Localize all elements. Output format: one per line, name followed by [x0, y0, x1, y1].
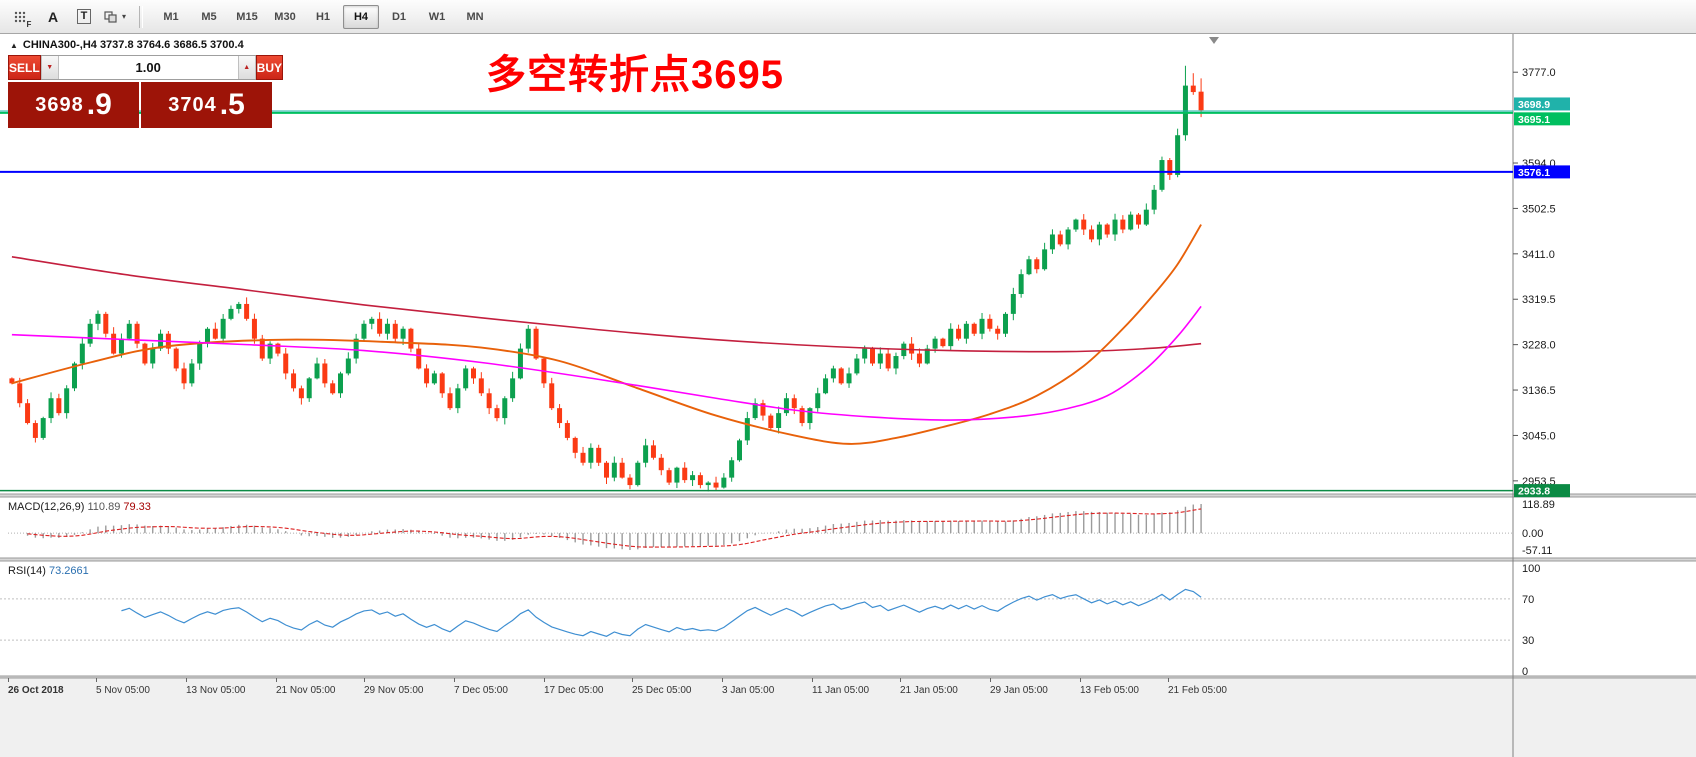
ma-line-slow-crimson — [11, 256, 1202, 353]
volume-decrease-button[interactable]: ▼ — [40, 56, 59, 79]
svg-text:0: 0 — [1522, 666, 1528, 678]
dots-grid-icon — [14, 11, 25, 22]
sell-price-main: 3698 — [35, 93, 84, 116]
ma-line-slow-magenta — [11, 305, 1202, 421]
macd-histogram — [26, 504, 1202, 550]
svg-text:25 Dec 05:00: 25 Dec 05:00 — [632, 685, 692, 696]
sell-button[interactable]: SELL — [8, 55, 41, 80]
sell-price-display[interactable]: 3698.9 — [8, 82, 139, 128]
rsi-indicator-label: RSI(14) 73.2661 — [8, 565, 89, 577]
macd-name: MACD(12,26,9) — [8, 501, 85, 513]
buy-button[interactable]: BUY — [255, 55, 284, 80]
timeframe-button-m15[interactable]: M15 — [236, 10, 258, 23]
svg-text:3 Jan 05:00: 3 Jan 05:00 — [722, 685, 775, 696]
macd-indicator-label: MACD(12,26,9) 110.89 79.33 — [8, 501, 151, 513]
time-axis[interactable]: 26 Oct 2018 5 Nov 05:00 13 Nov 05:00 21 Nov… — [8, 678, 1227, 696]
candles-layer — [9, 65, 1204, 492]
text-label-tool-button[interactable]: A — [39, 4, 67, 30]
chart-annotation[interactable]: 多空转折点3695 — [486, 53, 784, 97]
svg-text:7 Dec 05:00: 7 Dec 05:00 — [454, 685, 508, 696]
svg-text:26 Oct 2018: 26 Oct 2018 — [8, 685, 64, 696]
one-click-trading-panel: SELL ▼ ▲ BUY 3698.9 3704.5 — [8, 55, 284, 128]
symbol-header: ▲ CHINA300-,H4 3737.8 3764.6 3686.5 3700… — [10, 39, 244, 51]
main-toolbar: F A T ▾ M1 M5 M15 M30 H1 H4 D1 W1 MN — [0, 0, 1696, 34]
toolbar-separator — [139, 5, 143, 28]
svg-text:2933.8: 2933.8 — [1518, 486, 1550, 498]
svg-text:-57.11: -57.11 — [1522, 545, 1552, 557]
rsi-name: RSI(14) — [8, 565, 46, 577]
svg-text:3698.9: 3698.9 — [1518, 99, 1550, 111]
svg-text:11 Jan 05:00: 11 Jan 05:00 — [812, 685, 870, 696]
svg-text:13 Nov 05:00: 13 Nov 05:00 — [186, 685, 246, 696]
buy-price-main: 3704 — [168, 93, 217, 116]
oct-collapse-icon[interactable]: ▲ — [10, 40, 18, 50]
sell-price-pips: .9 — [86, 88, 112, 121]
svg-text:3228.0: 3228.0 — [1522, 340, 1556, 352]
svg-text:13 Feb 05:00: 13 Feb 05:00 — [1080, 685, 1139, 696]
timeframe-toolbar: M1 M5 M15 M30 H1 H4 D1 W1 MN — [153, 4, 493, 29]
timeframe-button-mn[interactable]: MN — [466, 10, 484, 23]
timeframe-button-h1[interactable]: H1 — [315, 10, 331, 23]
svg-text:21 Feb 05:00: 21 Feb 05:00 — [1168, 685, 1227, 696]
svg-text:3411.0: 3411.0 — [1522, 249, 1555, 261]
buy-price-display[interactable]: 3704.5 — [141, 82, 272, 128]
svg-text:5 Nov 05:00: 5 Nov 05:00 — [96, 685, 150, 696]
price-line-3576.1[interactable]: 3576.1 — [0, 165, 1570, 179]
caret-down-icon: ▾ — [121, 12, 126, 21]
macd-signal-line — [27, 508, 1202, 548]
svg-text:29 Nov 05:00: 29 Nov 05:00 — [364, 685, 424, 696]
timeframe-button-m1[interactable]: M1 — [163, 10, 179, 23]
timeframe-button-h4[interactable]: H4 — [343, 4, 379, 29]
text-t-icon: T — [76, 9, 92, 24]
macd-main-value: 110.89 — [87, 501, 121, 513]
svg-text:118.89: 118.89 — [1522, 499, 1555, 511]
svg-text:100: 100 — [1522, 563, 1540, 575]
svg-text:21 Jan 05:00: 21 Jan 05:00 — [900, 685, 958, 696]
pattern-grid-tool-label: F — [26, 19, 32, 29]
macd-signal-value: 79.33 — [123, 501, 151, 513]
svg-text:3777.0: 3777.0 — [1522, 67, 1556, 79]
svg-text:3502.5: 3502.5 — [1522, 203, 1556, 215]
rsi-value: 73.2661 — [48, 565, 89, 577]
timeframe-button-w1[interactable]: W1 — [428, 10, 446, 23]
rsi-line — [121, 588, 1202, 637]
svg-text:17 Dec 05:00: 17 Dec 05:00 — [544, 685, 604, 696]
price-line-2933.8[interactable]: 2933.8 — [0, 484, 1570, 498]
volume-input[interactable] — [58, 56, 238, 79]
svg-text:21 Nov 05:00: 21 Nov 05:00 — [276, 685, 336, 696]
volume-stepper: ▼ ▲ — [40, 55, 256, 80]
svg-text:0.00: 0.00 — [1522, 528, 1543, 540]
svg-text:3695.1: 3695.1 — [1518, 114, 1550, 126]
timeframe-button-m5[interactable]: M5 — [201, 10, 217, 23]
shapes-tool-button[interactable]: ▾ — [101, 4, 129, 30]
svg-text:3576.1: 3576.1 — [1518, 167, 1550, 179]
svg-text:29 Jan 05:00: 29 Jan 05:00 — [990, 685, 1048, 696]
buy-price-pips: .5 — [219, 88, 245, 121]
volume-increase-button[interactable]: ▲ — [237, 56, 256, 79]
ma-line-medium-orange — [11, 224, 1202, 445]
timeframe-button-m30[interactable]: M30 — [274, 10, 296, 23]
timeframe-button-d1[interactable]: D1 — [391, 10, 407, 23]
pattern-grid-tool-button[interactable]: F — [8, 4, 36, 30]
symbol-ohlc-text: CHINA300-,H4 3737.8 3764.6 3686.5 3700.4 — [22, 39, 244, 51]
svg-text:3319.5: 3319.5 — [1522, 294, 1556, 306]
shapes-icon — [104, 11, 117, 23]
svg-text:70: 70 — [1522, 594, 1534, 606]
svg-text:3045.0: 3045.0 — [1522, 430, 1556, 442]
svg-text:3136.5: 3136.5 — [1522, 385, 1556, 397]
chart-shift-marker-icon[interactable] — [1209, 37, 1219, 44]
text-a-icon: A — [47, 8, 59, 25]
text-frame-tool-button[interactable]: T — [70, 4, 98, 30]
svg-text:30: 30 — [1522, 635, 1534, 647]
